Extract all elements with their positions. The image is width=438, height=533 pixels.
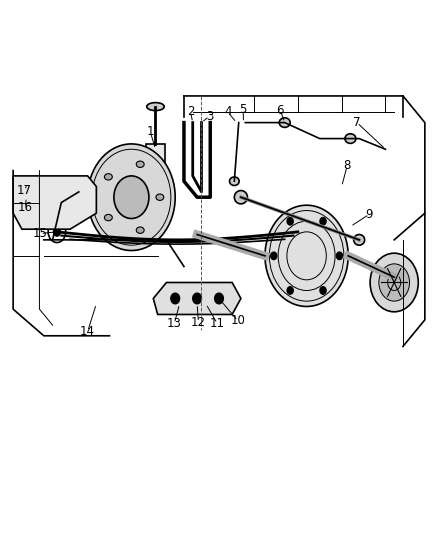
Ellipse shape: [279, 118, 290, 127]
Ellipse shape: [345, 134, 356, 143]
Circle shape: [271, 252, 277, 260]
Text: 9: 9: [365, 208, 373, 221]
Circle shape: [88, 144, 175, 251]
Circle shape: [215, 293, 223, 304]
Ellipse shape: [234, 190, 247, 204]
Text: 4: 4: [224, 106, 232, 118]
Text: 17: 17: [17, 184, 32, 197]
Circle shape: [265, 205, 348, 306]
Circle shape: [295, 228, 301, 236]
Ellipse shape: [104, 174, 112, 180]
Circle shape: [379, 264, 410, 301]
Circle shape: [336, 252, 343, 260]
Polygon shape: [13, 176, 96, 229]
Circle shape: [320, 217, 326, 225]
Circle shape: [193, 293, 201, 304]
Ellipse shape: [136, 161, 144, 167]
Ellipse shape: [104, 214, 112, 221]
Circle shape: [320, 287, 326, 294]
Circle shape: [370, 253, 418, 312]
Text: 13: 13: [167, 317, 182, 330]
Circle shape: [114, 176, 149, 219]
Text: 3: 3: [206, 110, 213, 123]
Ellipse shape: [156, 194, 164, 200]
Circle shape: [287, 287, 293, 294]
Text: 7: 7: [353, 116, 361, 129]
Text: 6: 6: [276, 104, 284, 117]
Ellipse shape: [147, 102, 164, 110]
Bar: [145, 144, 165, 208]
Ellipse shape: [353, 235, 364, 245]
Text: 5: 5: [240, 103, 247, 116]
Text: 11: 11: [210, 317, 225, 330]
Text: 15: 15: [33, 227, 48, 240]
Circle shape: [290, 222, 306, 241]
Text: 1: 1: [146, 125, 154, 138]
Text: 10: 10: [230, 314, 245, 327]
Ellipse shape: [136, 227, 144, 233]
Text: 2: 2: [187, 106, 194, 118]
Circle shape: [48, 221, 66, 243]
Text: 14: 14: [80, 325, 95, 338]
Polygon shape: [153, 282, 241, 314]
Circle shape: [53, 228, 60, 236]
Circle shape: [171, 293, 180, 304]
Ellipse shape: [230, 177, 239, 185]
Circle shape: [287, 217, 293, 225]
Text: 16: 16: [18, 201, 33, 214]
Text: 8: 8: [344, 159, 351, 172]
Text: 12: 12: [191, 316, 206, 329]
Ellipse shape: [147, 204, 164, 212]
